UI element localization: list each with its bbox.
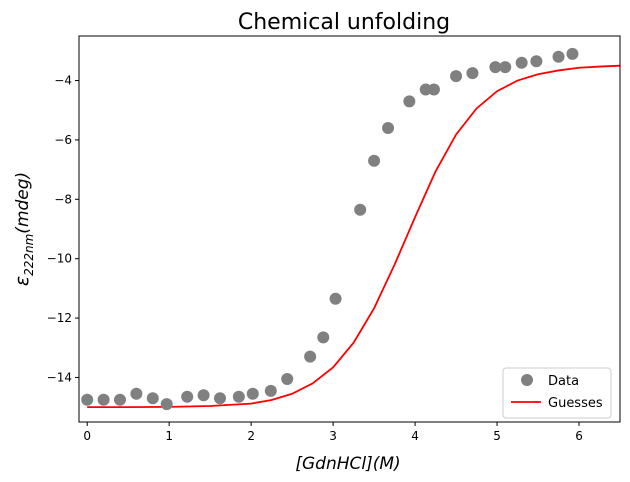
data-point [113, 393, 126, 406]
x-tick-label: 3 [329, 429, 337, 443]
y-axis-label: ε222nm(mdeg) [11, 172, 36, 286]
data-point [368, 154, 381, 167]
data-point [264, 384, 277, 397]
series-line-guesses [87, 64, 621, 409]
y-axis-label-unit: (mdeg) [13, 172, 33, 234]
data-point [232, 390, 245, 403]
data-point [160, 398, 173, 411]
y-axis-label-group: ε222nm(mdeg) [11, 172, 36, 286]
data-point [566, 47, 579, 60]
data-point [181, 390, 194, 403]
legend-marker-data [521, 374, 533, 386]
data-point [246, 387, 259, 400]
x-tick-label: 4 [411, 429, 419, 443]
y-tick-label: −4 [54, 74, 72, 88]
x-tick-label: 2 [247, 429, 255, 443]
data-point [146, 392, 159, 405]
chart-title: Chemical unfolding [238, 10, 450, 35]
data-point [354, 203, 367, 216]
data-point [515, 56, 528, 69]
data-point [466, 67, 479, 80]
data-point [97, 393, 110, 406]
data-point [213, 392, 226, 405]
x-tick-label: 1 [165, 429, 173, 443]
x-tick-label: 6 [575, 429, 583, 443]
data-point [304, 350, 317, 363]
y-tick-label: −6 [54, 133, 72, 147]
x-tick-label: 5 [493, 429, 501, 443]
y-tick-label: −10 [47, 252, 72, 266]
data-point [499, 61, 512, 74]
axis-ticks: 0 1 2 3 4 5 6 −14 −12 −10 −8 −6 −4 [47, 35, 621, 443]
data-point [329, 292, 342, 305]
plot-area [81, 47, 621, 411]
data-point [489, 61, 502, 74]
legend-label-guesses: Guesses [548, 396, 603, 411]
data-point [317, 331, 330, 344]
data-point [530, 55, 543, 68]
data-point [382, 122, 395, 135]
y-tick-label: −12 [47, 311, 72, 325]
x-axis-label: [GdnHCl](M) [295, 454, 400, 474]
data-point [130, 387, 143, 400]
data-point [552, 50, 565, 63]
data-point [427, 83, 440, 96]
data-point [81, 393, 94, 406]
data-point [419, 83, 432, 96]
y-tick-label: −14 [47, 370, 72, 384]
y-axis-label-subscript: 222nm [22, 234, 36, 276]
data-point [197, 389, 210, 402]
data-point [450, 70, 463, 83]
data-point [403, 95, 416, 108]
y-tick-label: −8 [54, 192, 72, 206]
axes-frame [78, 35, 621, 423]
legend: Data Guesses [502, 367, 612, 419]
legend-label-data: Data [548, 374, 579, 389]
x-tick-label: 0 [83, 429, 91, 443]
data-point [281, 372, 294, 385]
y-axis-label-main: ε [11, 276, 33, 286]
